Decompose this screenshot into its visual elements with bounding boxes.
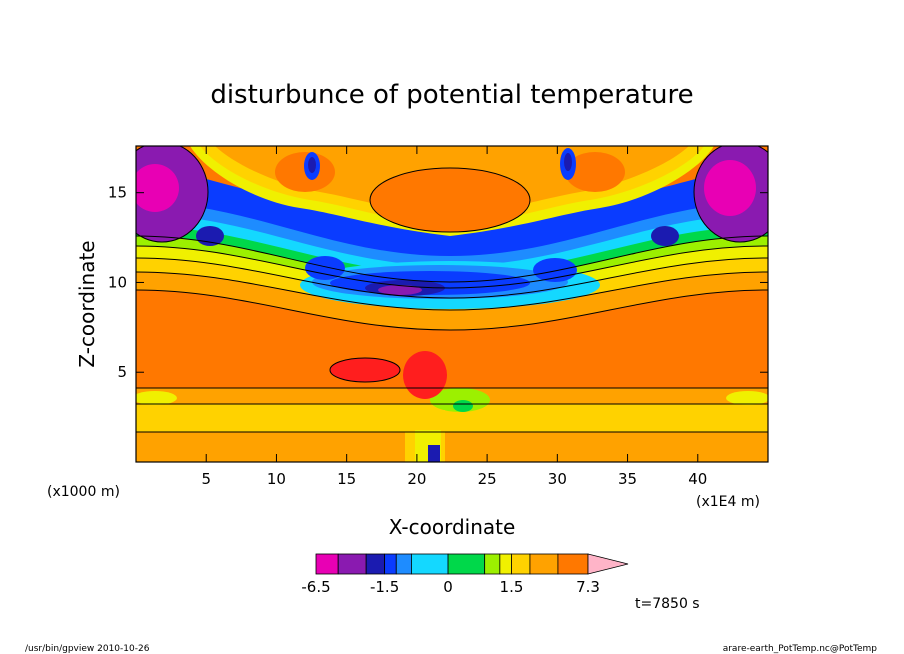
corner-right-navy xyxy=(651,226,679,246)
contour-line-4 xyxy=(136,245,768,289)
y-tick-label: 5 xyxy=(117,363,127,381)
contour-line-2 xyxy=(136,271,768,311)
colorbar-bin xyxy=(384,553,397,575)
x-tick-label: 15 xyxy=(337,470,356,488)
dome-core xyxy=(370,168,530,232)
dome-right-lobe xyxy=(565,152,625,192)
cell-top-right-core xyxy=(564,153,572,171)
colorbar-extend-arrow xyxy=(587,553,629,575)
colorbar-bin xyxy=(557,553,589,575)
chart-title: disturbunce of potential temperature xyxy=(210,80,693,110)
colorbar-bin xyxy=(447,553,486,575)
trough-left-blue xyxy=(305,256,345,280)
trough-purple xyxy=(378,285,422,295)
contour-lines xyxy=(136,146,768,433)
colorbar-bin xyxy=(511,553,531,575)
blob-red-center xyxy=(403,351,447,399)
contour-line-10 xyxy=(136,146,209,243)
contour-line-1 xyxy=(136,289,768,331)
footer-right: arare-earth_PotTemp.nc@PotTemp xyxy=(723,644,878,654)
x-tick-label: 30 xyxy=(548,470,567,488)
x-axis-label: X-coordinate xyxy=(389,515,516,539)
x-axis: 5 10 15 20 25 30 35 40 xyxy=(201,146,707,488)
colorbar-bin xyxy=(395,553,412,575)
column-low-core xyxy=(428,445,440,462)
x-unit-left: (x1000 m) xyxy=(47,484,120,500)
corner-left-magenta xyxy=(136,164,179,212)
x-tick-label: 35 xyxy=(618,470,637,488)
colorbar-bin xyxy=(484,553,501,575)
time-label: t=7850 s xyxy=(635,596,700,612)
contour-line-12 xyxy=(329,357,401,383)
contour-line-3 xyxy=(136,257,768,299)
colorbar-label: 7.3 xyxy=(576,578,600,596)
x-tick-label: 5 xyxy=(201,470,211,488)
contour-field xyxy=(136,146,768,462)
y-axis: 5 10 15 xyxy=(108,184,768,381)
y-tick-label: 15 xyxy=(108,184,127,202)
colorbar-label: -6.5 xyxy=(301,578,330,596)
contour-line-5 xyxy=(136,235,768,283)
colorbar-bin xyxy=(365,553,386,575)
blob-center-green-2 xyxy=(453,400,473,412)
trough-right-blue xyxy=(533,258,577,282)
plot-frame xyxy=(135,145,769,463)
x-unit-right: (x1E4 m) xyxy=(696,494,760,510)
x-tick-label: 25 xyxy=(478,470,497,488)
colorbar-labels: -6.5 -1.5 0 1.5 7.3 xyxy=(301,578,600,596)
colorbar-bin xyxy=(529,553,559,575)
x-tick-label: 20 xyxy=(407,470,426,488)
x-tick-label: 10 xyxy=(267,470,286,488)
colorbar-label: 0 xyxy=(443,578,453,596)
y-axis-label: Z-coordinate xyxy=(75,240,99,367)
cell-top-left-core xyxy=(308,157,316,173)
band-low-3 xyxy=(136,432,768,462)
corner-left-navy xyxy=(196,226,224,246)
x-tick-label: 40 xyxy=(688,470,707,488)
blob-low-right-yellow xyxy=(726,391,768,405)
footer-left: /usr/bin/gpview 2010-10-26 xyxy=(25,644,150,654)
colorbar-label: 1.5 xyxy=(500,578,524,596)
blob-center-green xyxy=(430,388,490,412)
blob-low-left-yellow xyxy=(136,391,177,405)
contour-line-9 xyxy=(369,167,531,233)
colorbar-bin xyxy=(411,553,449,575)
y-tick-label: 10 xyxy=(108,273,127,291)
blob-red-left xyxy=(330,358,400,382)
corner-right-magenta xyxy=(704,160,756,216)
colorbar-bin xyxy=(337,553,367,575)
band-upper-blue xyxy=(136,160,768,256)
colorbar-label: -1.5 xyxy=(370,578,399,596)
colorbar xyxy=(315,553,629,575)
contour-line-11 xyxy=(693,146,768,243)
colorbar-bin xyxy=(499,553,512,575)
colorbar-bin xyxy=(315,553,339,575)
